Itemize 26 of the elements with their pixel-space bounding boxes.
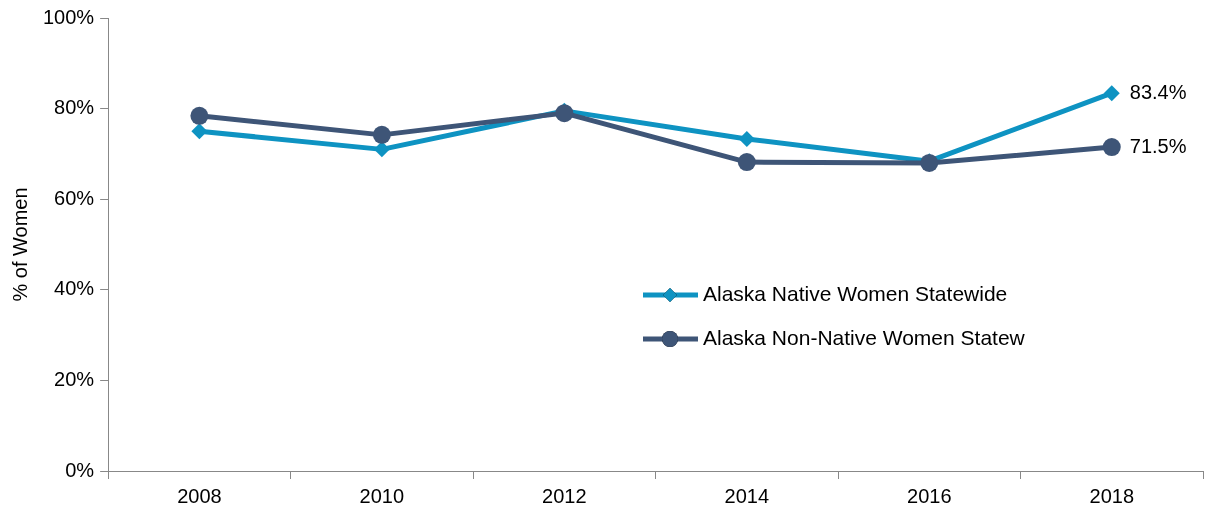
x-tick-label: 2014: [724, 484, 770, 507]
data-label: 71.5%: [1129, 134, 1187, 157]
x-tick-label: 2010: [359, 484, 405, 507]
point: [555, 104, 574, 123]
y-tick-label: 40%: [54, 277, 95, 300]
y-tick-label: 20%: [54, 367, 95, 390]
x-tick-label: 2012: [542, 484, 587, 507]
legend-label: Alaska Non-Native Women Statew: [703, 325, 1026, 349]
y-axis-title: % of Women: [8, 187, 31, 302]
y-tick-label: 60%: [54, 186, 95, 209]
point: [191, 123, 208, 140]
y-tick-label: 100%: [43, 5, 95, 28]
x-tick-label: 2018: [1089, 484, 1135, 507]
point: [1103, 85, 1120, 102]
point: [737, 153, 756, 172]
point: [738, 130, 755, 147]
x-tick-label: 2016: [907, 484, 952, 507]
y-tick-label: 0%: [65, 458, 95, 481]
point: [1102, 138, 1121, 157]
x-tick-label: 2008: [177, 484, 222, 507]
point: [190, 106, 209, 125]
point: [372, 125, 391, 144]
data-label: 83.4%: [1129, 80, 1187, 103]
point: [373, 141, 390, 158]
y-tick-label: 80%: [54, 96, 95, 119]
legend-label: Alaska Native Women Statewide: [703, 281, 1008, 305]
